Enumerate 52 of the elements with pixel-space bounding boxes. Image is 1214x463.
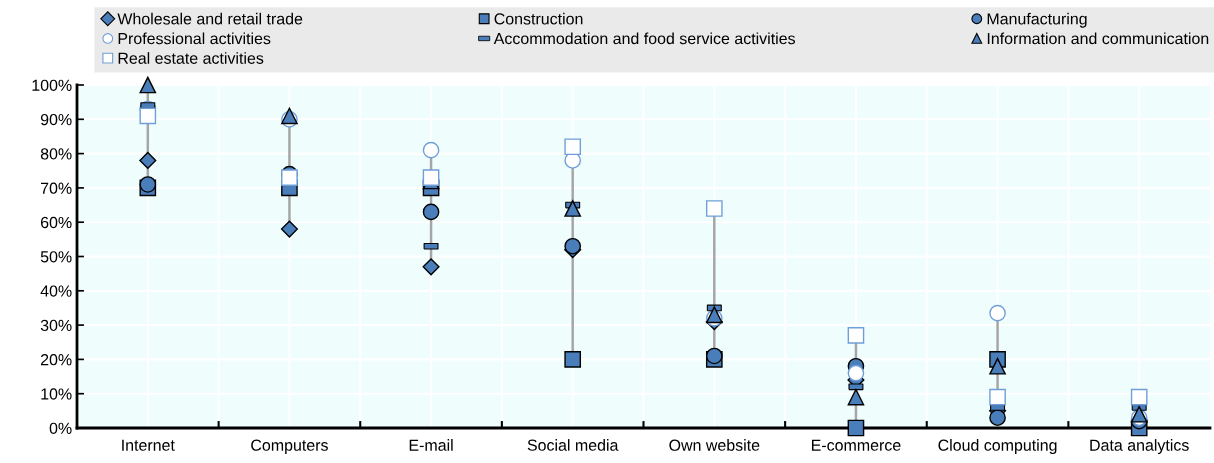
- legend-label: Wholesale and retail trade: [117, 12, 303, 25]
- legend-label: Information and communication: [987, 32, 1209, 45]
- point: [847, 419, 865, 437]
- y-tick-label: 50%: [40, 251, 72, 263]
- point: [280, 220, 298, 238]
- x-tick-label: Own website: [669, 439, 760, 451]
- legend-label: Manufacturing: [987, 12, 1087, 28]
- point: [1130, 405, 1148, 423]
- y-tick-label: 30%: [40, 319, 72, 332]
- y-tick-label: 10%: [41, 388, 72, 400]
- point: [989, 388, 1006, 406]
- x-tick-label: E-mail: [409, 439, 453, 451]
- x-tick-label: E-commerce: [811, 439, 901, 451]
- point: [139, 76, 157, 94]
- point: [422, 169, 440, 186]
- point: [564, 200, 582, 217]
- y-tick-label: 60%: [40, 216, 72, 229]
- legend-label: Accommodation and food service activities: [493, 32, 795, 45]
- point: [422, 141, 440, 159]
- y-tick-label: 80%: [40, 148, 72, 160]
- point: [422, 258, 440, 276]
- legend-label: Professional activities: [118, 32, 271, 45]
- y-tick-label: 90%: [40, 113, 72, 126]
- x-tick-label: Social media: [527, 439, 619, 451]
- y-tick-label: 0%: [49, 422, 72, 434]
- point: [139, 176, 157, 193]
- x-tick-label: Internet: [122, 439, 175, 451]
- x-tick-label: Computers: [251, 439, 328, 454]
- point: [564, 351, 582, 368]
- point: [564, 237, 582, 255]
- point: [847, 364, 865, 382]
- point: [139, 107, 157, 125]
- y-tick-label: 20%: [40, 354, 72, 366]
- point: [847, 327, 865, 344]
- point: [422, 203, 440, 221]
- point: [989, 357, 1006, 375]
- y-tick-label: 70%: [40, 182, 72, 194]
- point: [139, 151, 157, 170]
- legend-label: Real estate activities: [118, 52, 264, 64]
- x-tick-label: Cloud computing: [938, 439, 1057, 454]
- point: [989, 304, 1006, 322]
- point: [564, 138, 582, 156]
- point: [1130, 388, 1148, 406]
- point: [705, 347, 723, 365]
- point: [989, 409, 1006, 427]
- y-tick-label: 100%: [32, 79, 72, 91]
- y-tick-label: 40%: [40, 285, 72, 297]
- point: [847, 388, 865, 406]
- point: [705, 200, 723, 217]
- x-tick-label: Data analytics: [1090, 439, 1189, 454]
- point: [281, 169, 298, 186]
- legend-label: Construction: [494, 12, 583, 25]
